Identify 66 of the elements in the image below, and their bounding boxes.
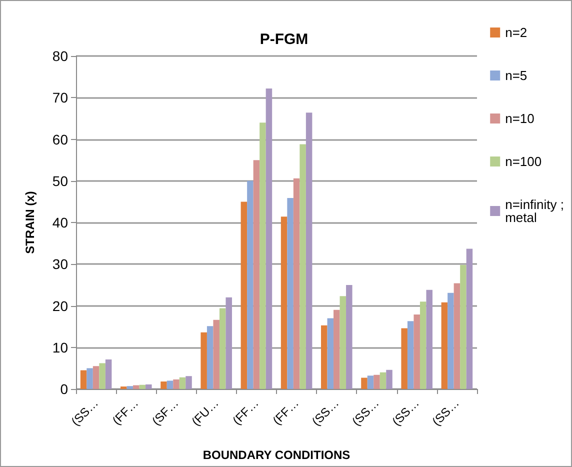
y-axis-title: STRAIN (x): [23, 191, 37, 254]
bar: [266, 88, 272, 389]
bar: [166, 380, 174, 389]
bar: [361, 378, 368, 389]
bar: [133, 385, 140, 389]
bar: [280, 216, 288, 389]
chart-title: P-FGM: [260, 31, 308, 48]
bar: [186, 376, 192, 389]
bar: [454, 283, 460, 389]
legend-label: n=5: [505, 68, 528, 83]
y-tick-label: 80: [52, 48, 68, 64]
bar: [407, 321, 414, 389]
bar: [414, 314, 420, 389]
bar: [426, 290, 432, 389]
bar: [260, 122, 266, 389]
bar: [139, 384, 146, 389]
bar: [367, 376, 374, 389]
legend-label: n=10: [505, 111, 534, 126]
bar: [346, 284, 352, 389]
bar: [240, 202, 248, 389]
bar: [300, 144, 306, 389]
bar: [80, 370, 87, 389]
bar: [287, 198, 294, 389]
bar: [226, 297, 232, 389]
bar: [247, 180, 254, 389]
bar: [293, 178, 300, 389]
x-axis-title: BOUNDARY CONDITIONS: [202, 448, 350, 462]
bar: [200, 332, 207, 389]
legend-label: n=infinity ; metal: [505, 197, 564, 225]
bar: [179, 377, 186, 389]
bar: [340, 296, 346, 389]
bar: [334, 310, 340, 389]
bar: [99, 363, 106, 389]
y-tick-label: 0: [60, 381, 68, 397]
y-tick-label: 60: [52, 131, 68, 148]
y-tick-label: 70: [52, 90, 68, 106]
bar: [380, 372, 386, 389]
bar: [219, 308, 226, 389]
bar: [206, 326, 214, 389]
bar: [126, 386, 134, 389]
bar: [92, 366, 100, 389]
bar: [374, 374, 380, 389]
bar: [105, 359, 112, 389]
bar: [146, 384, 152, 389]
bar: [327, 318, 334, 389]
bar: [86, 368, 93, 389]
bar: [460, 264, 466, 389]
bar: [160, 382, 167, 389]
y-tick-label: 50: [52, 172, 68, 189]
legend-label: n=100: [505, 154, 542, 169]
bar: [306, 112, 312, 389]
bar: [441, 302, 448, 389]
bar: [466, 248, 473, 389]
y-tick-label: 20: [52, 298, 68, 314]
y-tick-label: 30: [52, 256, 68, 272]
bar: [213, 320, 220, 389]
bar: [253, 160, 260, 389]
bar: [386, 370, 392, 389]
bar: [448, 292, 454, 389]
y-tick-label: 10: [52, 339, 68, 356]
bar: [321, 325, 328, 389]
bar: [420, 302, 426, 389]
y-tick-label: 40: [52, 214, 68, 230]
bar: [401, 328, 408, 389]
legend-label: n=2: [505, 25, 528, 40]
bar: [173, 379, 180, 389]
